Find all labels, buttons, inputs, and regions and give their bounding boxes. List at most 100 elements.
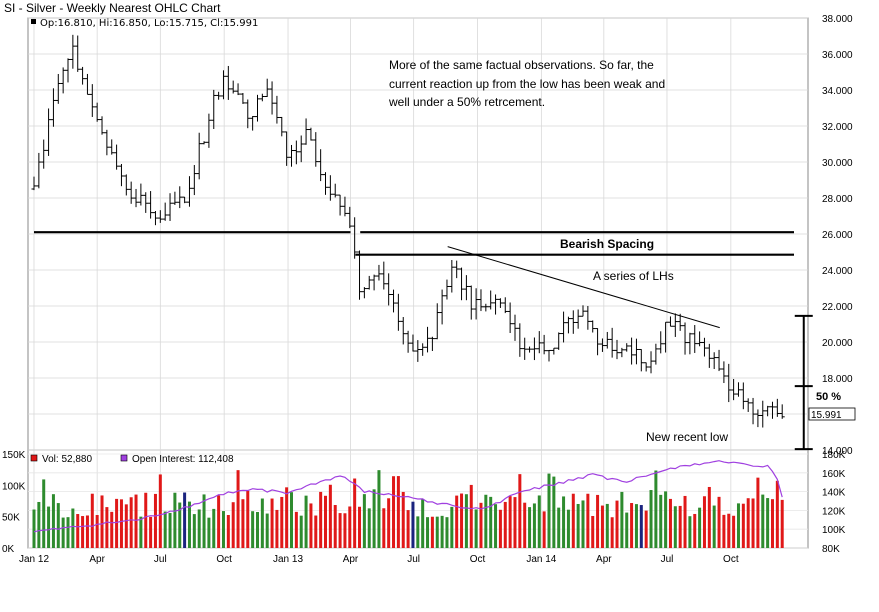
- price-tick-label: 18.000: [822, 374, 853, 385]
- volume-bar: [639, 505, 643, 548]
- volume-bar: [71, 508, 75, 548]
- series-lhs-label: A series of LHs: [593, 269, 674, 283]
- volume-bar: [333, 505, 337, 548]
- ohlc-bar: [473, 288, 479, 320]
- volume-bar: [756, 477, 760, 548]
- volume-bar: [581, 500, 585, 548]
- volume-bar: [761, 494, 765, 548]
- volume-bar: [285, 487, 289, 548]
- ohlc-bar: [701, 337, 707, 357]
- ohlc-bar: [123, 174, 129, 196]
- volume-bar: [707, 486, 711, 548]
- ohlc-bar: [755, 409, 761, 428]
- vol-legend: Vol: 52,880: [42, 454, 92, 465]
- volume-bar: [688, 516, 692, 548]
- volume-bar: [649, 490, 653, 548]
- ohlc-bar: [138, 183, 144, 206]
- ohlc-bar: [410, 334, 416, 352]
- volume-bar: [304, 495, 308, 548]
- volume-bar: [474, 509, 478, 548]
- volume-bar: [217, 495, 221, 548]
- volume-bar: [450, 506, 454, 548]
- x-tick-label: Apr: [343, 554, 359, 565]
- oi-tick-label: 80K: [822, 544, 840, 555]
- volume-bar: [241, 499, 245, 548]
- volume-bar: [532, 503, 536, 548]
- ohlc-bar: [750, 397, 756, 425]
- ohlc-bar: [114, 144, 120, 170]
- ohlc-bar: [293, 140, 299, 165]
- commentary-line-1: More of the same factual observations. S…: [389, 58, 654, 72]
- open-interest-line: [33, 460, 783, 533]
- volume-bar: [338, 513, 342, 548]
- ohlc-bar: [740, 382, 746, 410]
- ohlc-bar: [250, 116, 256, 131]
- ohlc-bar: [599, 338, 605, 352]
- volume-bar: [37, 501, 41, 548]
- commentary-line-3: well under a 50% retrcement.: [388, 95, 545, 109]
- volume-bar: [664, 491, 668, 548]
- ohlc-bar: [94, 102, 100, 122]
- ohlc-bar: [497, 298, 503, 308]
- volume-tick-label: 150K: [2, 450, 26, 461]
- price-tick-label: 36.000: [822, 50, 853, 61]
- volume-bar: [732, 515, 736, 548]
- volume-bar: [537, 495, 541, 548]
- ohlc-bar: [507, 302, 513, 334]
- price-tick-label: 32.000: [822, 122, 853, 133]
- volume-bar: [673, 506, 677, 548]
- ohlc-bar: [449, 260, 455, 293]
- volume-bar: [153, 493, 157, 548]
- volume-bar: [66, 517, 70, 548]
- volume-bar: [678, 505, 682, 548]
- ohlc-bar: [653, 343, 659, 365]
- price-tick-label: 24.000: [822, 266, 853, 277]
- volume-bar: [105, 507, 109, 548]
- volume-bar: [129, 497, 133, 548]
- ohlc-bar: [400, 317, 406, 345]
- ohlc-bar: [80, 66, 86, 85]
- volume-bar: [144, 492, 148, 548]
- volume-bar: [270, 498, 274, 548]
- price-tick-label: 34.000: [822, 86, 853, 97]
- ohlc-bar: [454, 260, 460, 279]
- ohlc-bar: [551, 347, 557, 355]
- ohlc-bar: [546, 349, 552, 362]
- volume-bar: [430, 516, 434, 548]
- volume-bar: [100, 495, 104, 548]
- ohlc-bar: [556, 332, 562, 350]
- ohlc-bar: [663, 321, 669, 353]
- ohlc-bar: [323, 172, 329, 195]
- volume-bar: [85, 515, 89, 548]
- volume-bar: [314, 515, 318, 548]
- volume-bar: [158, 474, 162, 548]
- oi-tick-label: 100K: [822, 525, 846, 536]
- volume-bar: [168, 512, 172, 548]
- ohlc-bar: [648, 351, 654, 374]
- ohlc-bar: [658, 331, 664, 354]
- last-price-box: [808, 407, 856, 421]
- volume-bar: [207, 517, 211, 548]
- volume-bar: [56, 503, 60, 548]
- ohlc-bar: [779, 404, 785, 419]
- ohlc-bar: [347, 206, 353, 229]
- ohlc-bar: [41, 139, 47, 169]
- volume-bar: [255, 512, 259, 548]
- ohlc-bar: [279, 116, 285, 137]
- commentary-line-2: current reaction up from the low has bee…: [389, 77, 665, 91]
- volume-bar: [610, 517, 614, 548]
- volume-bar: [513, 497, 517, 548]
- ohlc-bar: [240, 93, 246, 104]
- volume-bar: [557, 507, 561, 548]
- volume-bar: [187, 501, 191, 548]
- ohlc-bar: [517, 323, 523, 357]
- volume-bar: [518, 474, 522, 548]
- volume-bar: [202, 494, 206, 548]
- x-tick-label: Apr: [89, 554, 105, 565]
- volume-bar: [299, 515, 303, 548]
- ohlc-bar: [342, 196, 348, 217]
- volume-bar: [591, 515, 595, 548]
- volume-bar: [659, 494, 663, 548]
- volume-bar: [698, 507, 702, 548]
- price-tick-label: 20.000: [822, 338, 853, 349]
